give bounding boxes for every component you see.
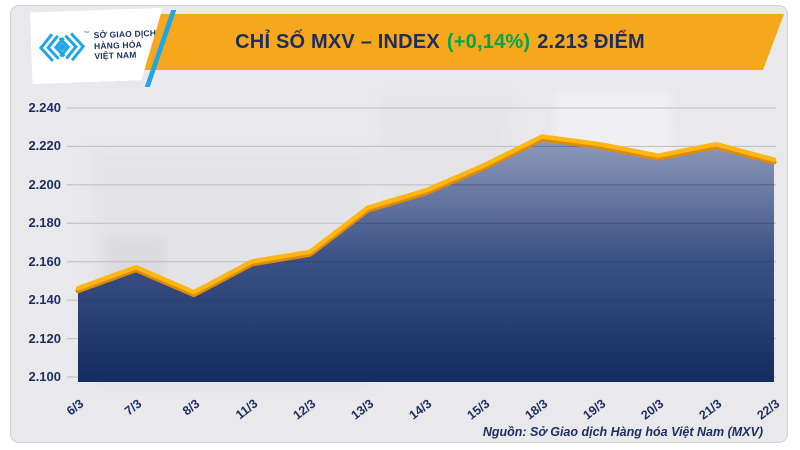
y-tick-label: 2.160 <box>28 254 61 269</box>
index-area-chart <box>67 107 777 382</box>
title-index-value: 2.213 ĐIỂM <box>537 30 645 53</box>
y-tick-label: 2.120 <box>28 331 61 346</box>
mxv-chevron-logo-icon <box>37 29 86 65</box>
y-tick-label: 2.180 <box>28 215 61 230</box>
y-tick-label: 2.200 <box>28 177 61 192</box>
title-main-text: CHỈ SỐ MXV – INDEX <box>235 30 440 53</box>
y-tick-label: 2.140 <box>28 292 61 307</box>
y-tick-label: 2.220 <box>28 138 61 153</box>
logo-text-line: SỞ GIAO DỊCH <box>93 28 157 41</box>
y-tick-label: 2.240 <box>28 100 61 115</box>
chart-panel: 2.240 2.220 2.200 2.180 2.160 2.140 2.120 2.100… <box>10 5 788 443</box>
source-attribution: Nguồn: Sở Giao dịch Hàng hóa Việt Nam (M… <box>482 425 763 439</box>
title-banner <box>96 14 784 70</box>
page-title: CHỈ SỐ MXV – INDEX (+0,14%) 2.213 ĐIỂM <box>96 14 784 70</box>
mxv-logo-card: ™ SỞ GIAO DỊCH HÀNG HÓA VIỆT NAM <box>30 8 165 85</box>
logo-text: SỞ GIAO DỊCH HÀNG HÓA VIỆT NAM <box>93 28 157 62</box>
index-area-fill <box>78 136 774 382</box>
title-change-percent: (+0,14%) <box>446 30 531 53</box>
index-line-shadow <box>75 136 777 298</box>
index-line <box>75 134 777 295</box>
trademark-symbol: ™ <box>83 31 90 38</box>
y-tick-label: 2.100 <box>28 369 61 384</box>
